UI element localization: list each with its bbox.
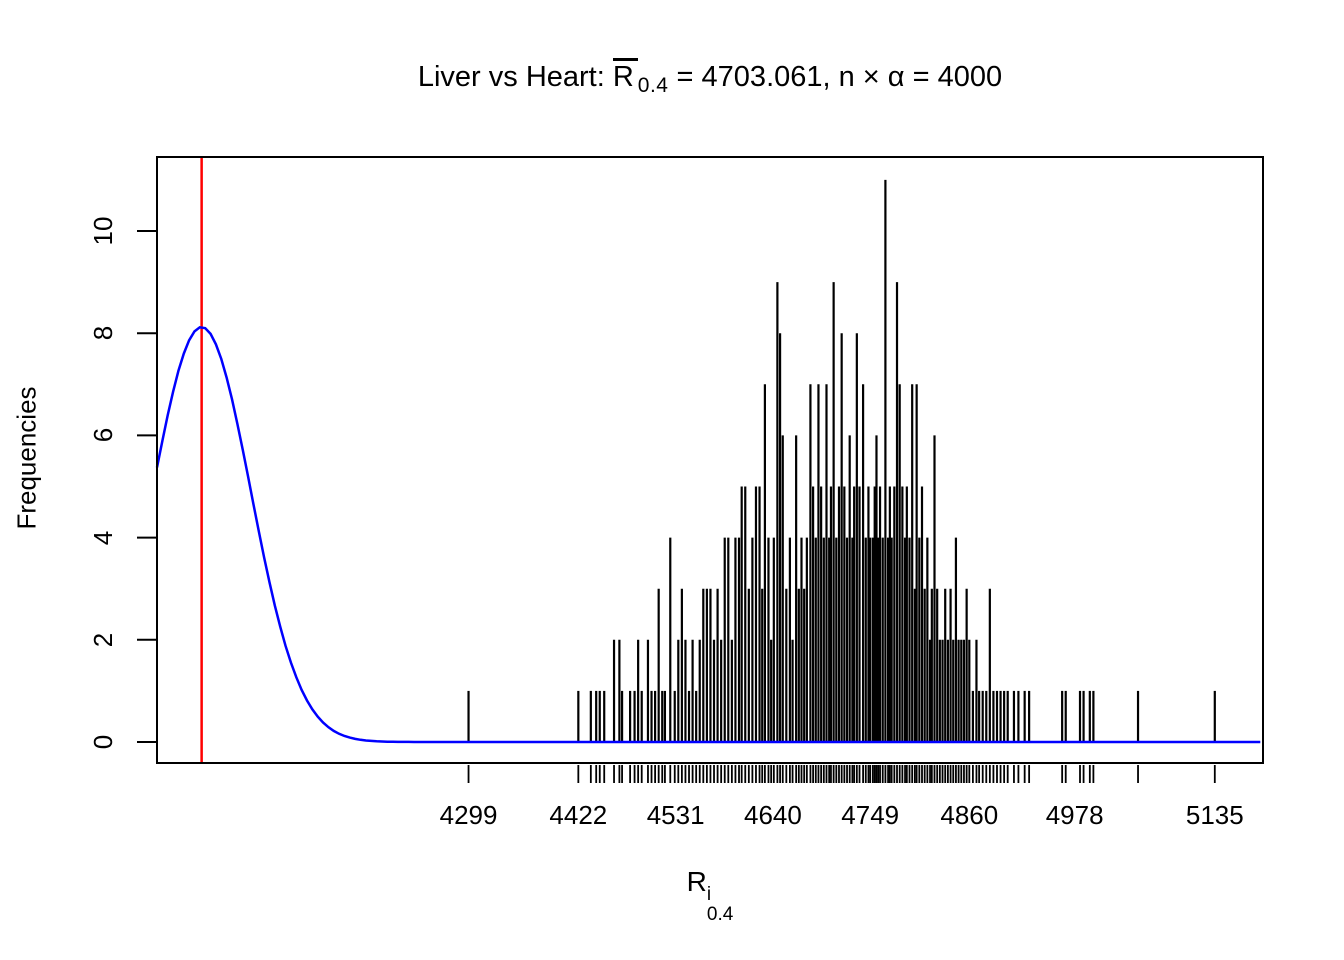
rbar-symbol: R — [612, 58, 638, 92]
y-axis-title: Frequencies — [11, 386, 42, 530]
x-tick-label: 4978 — [1045, 800, 1104, 830]
x-tick-label: 4749 — [841, 800, 900, 830]
rbar-subscript: 0.4 — [637, 74, 669, 97]
y-tick-label: 4 — [88, 530, 118, 545]
density-curve-path — [155, 325, 1261, 744]
plot-box-frame — [156, 156, 1264, 764]
x-tick-label: 4860 — [940, 800, 999, 830]
y-tick-marks — [137, 230, 157, 743]
x-tick-label: 5135 — [1185, 800, 1244, 830]
x-tick-label: 4640 — [744, 800, 802, 830]
plot-box — [156, 156, 1264, 764]
title-suffix: = 4703.061, n × α = 4000 — [668, 61, 1003, 93]
chart-title: Liver vs Heart: R 0.4 = 4703.061, n × α =… — [157, 58, 1263, 98]
y-tick-label: 0 — [88, 734, 118, 750]
density-curve — [155, 325, 1261, 744]
y-tick-label: 8 — [88, 325, 118, 341]
y-tick-label: 10 — [88, 216, 118, 246]
x-tick-label: 4299 — [439, 800, 498, 830]
x-axis-symbol: R — [686, 866, 707, 897]
x-tick-label: 4531 — [646, 800, 705, 830]
spikes-layer — [467, 179, 1216, 743]
x-axis-symbol-scripts: i 0.4 — [707, 885, 733, 925]
title-prefix: Liver vs Heart: — [417, 61, 613, 93]
x-axis-superscript: i — [706, 884, 712, 905]
x-axis-subscript: 0.4 — [706, 903, 734, 925]
rug-layer — [467, 765, 1216, 783]
x-tick-label: 4422 — [549, 800, 608, 830]
y-tick-label: 6 — [88, 428, 118, 443]
